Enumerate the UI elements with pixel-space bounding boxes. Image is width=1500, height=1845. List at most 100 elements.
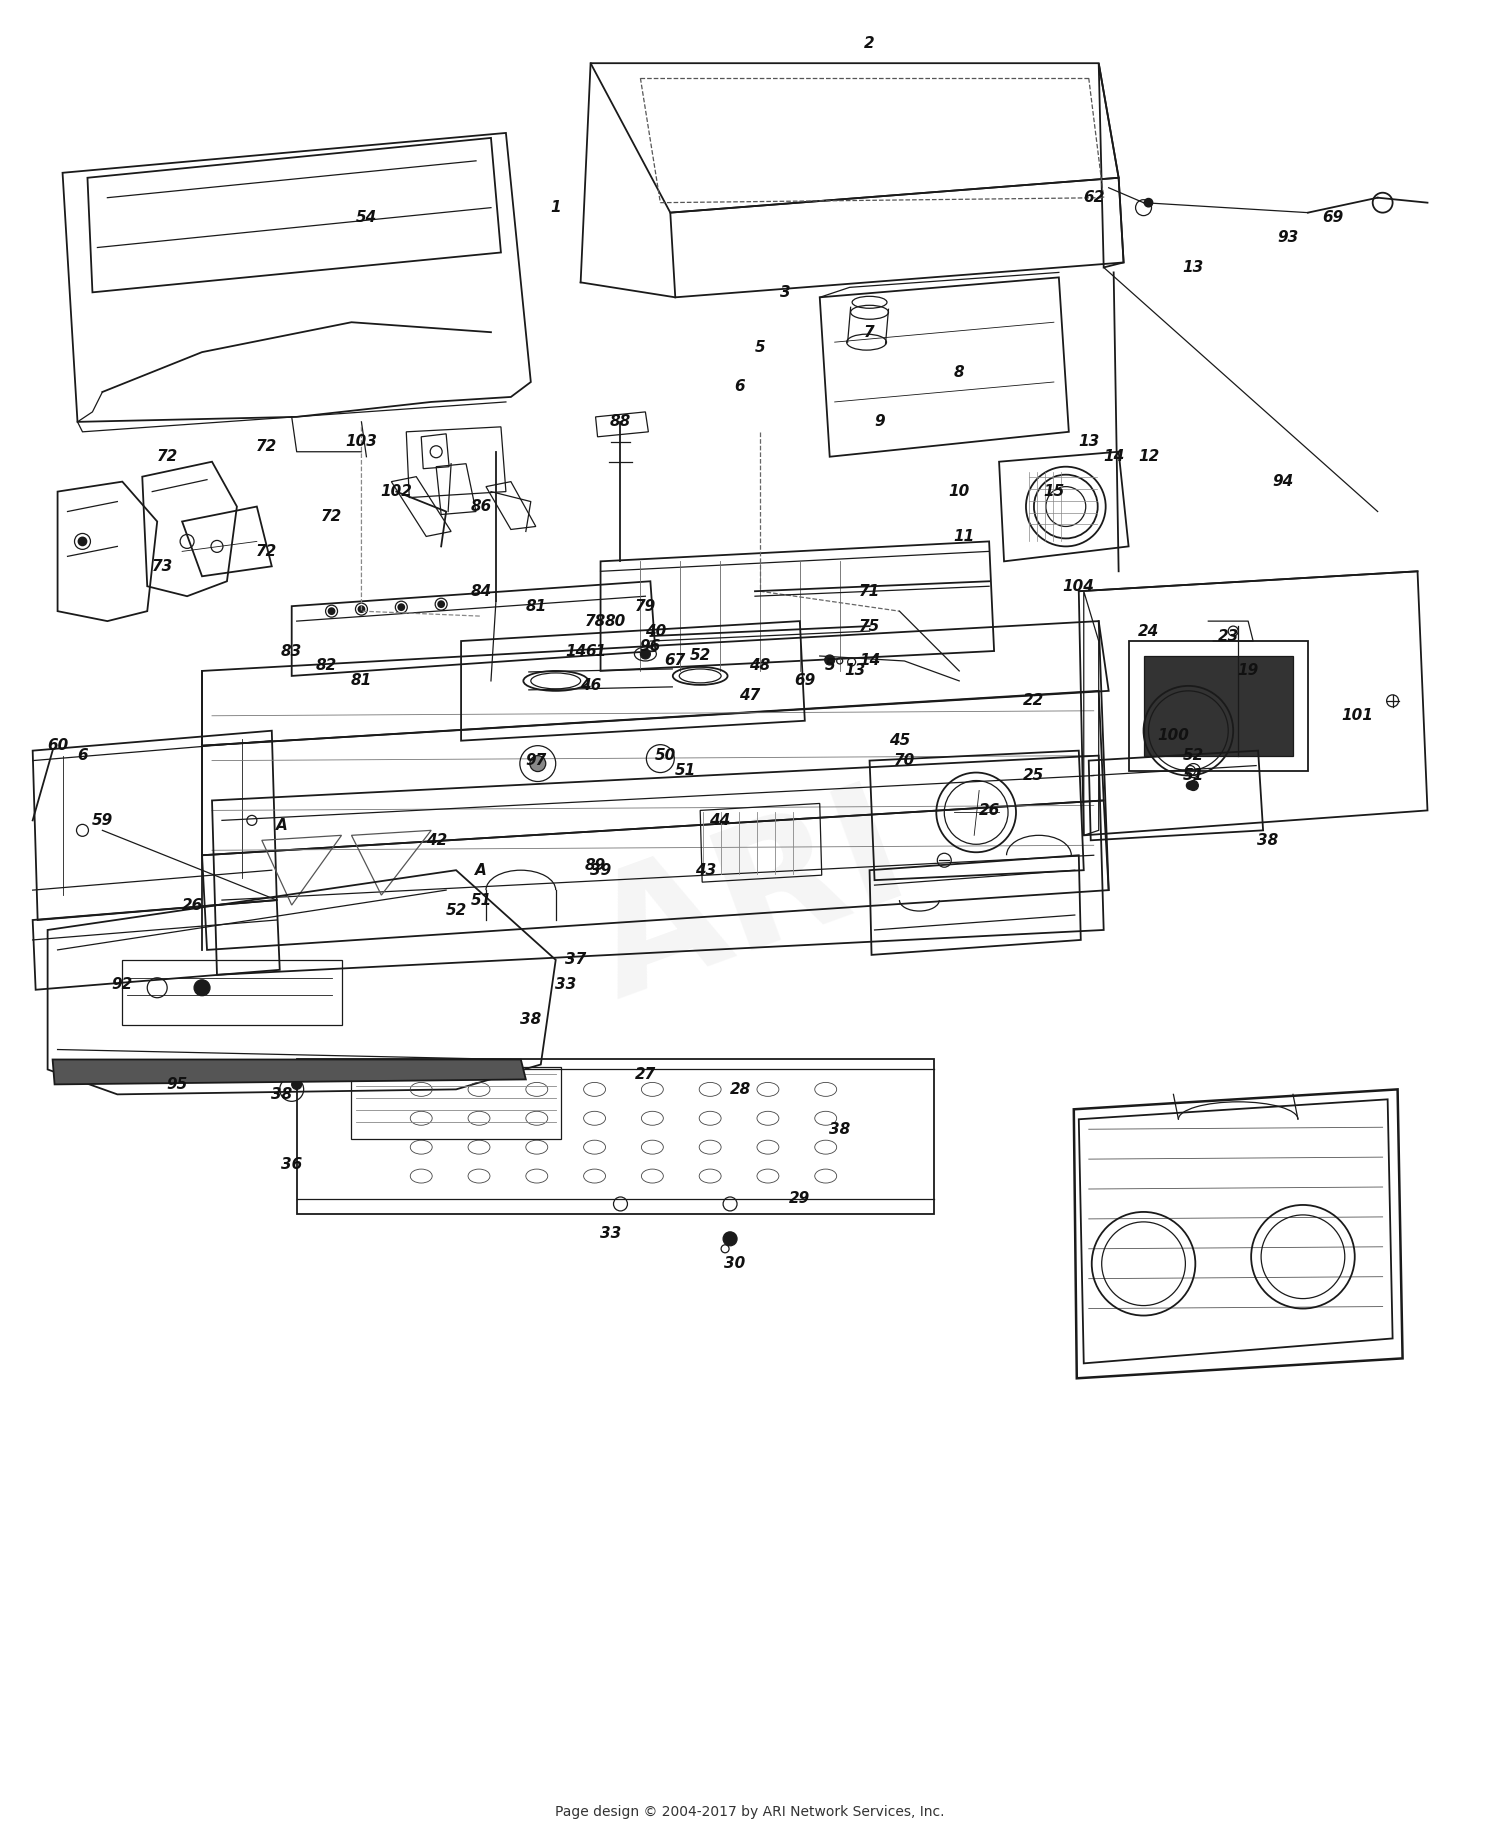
Text: 102: 102 — [381, 483, 412, 500]
Text: 69: 69 — [794, 673, 816, 688]
Text: 19: 19 — [1238, 664, 1258, 679]
Text: 38: 38 — [520, 1013, 542, 1028]
Circle shape — [194, 980, 210, 996]
Text: 5: 5 — [825, 659, 836, 673]
Text: 42: 42 — [426, 832, 447, 849]
Text: 26: 26 — [978, 803, 999, 817]
Text: 26: 26 — [182, 897, 203, 913]
Text: 38: 38 — [1257, 832, 1278, 849]
Circle shape — [328, 609, 334, 614]
Text: 104: 104 — [1064, 579, 1095, 594]
Text: 80: 80 — [604, 614, 625, 629]
Text: 62: 62 — [1083, 190, 1104, 205]
Text: 33: 33 — [555, 978, 576, 993]
Text: 52: 52 — [1182, 747, 1204, 764]
Bar — [1143, 657, 1293, 756]
Text: 93: 93 — [1278, 231, 1299, 245]
Text: 43: 43 — [694, 863, 715, 878]
Text: 36: 36 — [280, 1157, 303, 1172]
Text: 29: 29 — [789, 1192, 810, 1207]
Text: 2: 2 — [864, 35, 874, 52]
Text: 72: 72 — [256, 544, 278, 559]
Text: 38: 38 — [830, 1122, 850, 1137]
Text: 78: 78 — [585, 614, 606, 629]
Bar — [1128, 640, 1308, 771]
Circle shape — [358, 607, 364, 613]
Circle shape — [723, 1232, 736, 1245]
Text: 83: 83 — [280, 644, 303, 659]
Text: 84: 84 — [471, 583, 492, 600]
Text: 47: 47 — [740, 688, 760, 703]
Circle shape — [291, 1079, 302, 1089]
Text: 14: 14 — [859, 653, 880, 668]
Circle shape — [78, 537, 87, 546]
Text: 39: 39 — [590, 863, 610, 878]
Text: 50: 50 — [654, 747, 676, 764]
Circle shape — [1188, 780, 1198, 790]
Text: 12: 12 — [1138, 448, 1160, 465]
Text: 82: 82 — [316, 659, 338, 673]
Circle shape — [1186, 782, 1194, 790]
Text: 81: 81 — [351, 673, 372, 688]
Circle shape — [640, 649, 651, 659]
Text: 9: 9 — [874, 415, 885, 430]
Text: 69: 69 — [1322, 210, 1344, 225]
Text: 79: 79 — [634, 598, 656, 614]
Text: 51: 51 — [675, 764, 696, 779]
Text: 13: 13 — [1182, 260, 1204, 275]
Text: 52: 52 — [690, 648, 711, 664]
Text: 96: 96 — [639, 638, 662, 653]
Text: 75: 75 — [859, 618, 880, 633]
Text: 23: 23 — [1218, 629, 1239, 644]
Text: 28: 28 — [729, 1081, 750, 1098]
Text: ARI: ARI — [572, 769, 928, 1031]
Circle shape — [438, 601, 444, 607]
Text: 52: 52 — [446, 902, 466, 917]
Text: 5: 5 — [754, 339, 765, 354]
Text: 24: 24 — [1138, 624, 1160, 638]
Text: 14: 14 — [1102, 448, 1125, 465]
Text: 38: 38 — [272, 1087, 292, 1101]
Text: 15: 15 — [1042, 483, 1065, 500]
Text: 61: 61 — [585, 644, 606, 659]
Text: 44: 44 — [710, 814, 730, 828]
Text: 33: 33 — [600, 1227, 621, 1242]
Text: 13: 13 — [844, 664, 865, 679]
Text: 88: 88 — [610, 415, 632, 430]
Text: 13: 13 — [1078, 434, 1100, 450]
Text: 72: 72 — [156, 448, 178, 465]
Polygon shape — [53, 1059, 526, 1085]
Text: 97: 97 — [525, 753, 546, 768]
Text: 72: 72 — [321, 509, 342, 524]
Circle shape — [1144, 199, 1152, 207]
Text: 51: 51 — [1182, 768, 1204, 782]
Text: 40: 40 — [645, 624, 666, 638]
Text: 94: 94 — [1272, 474, 1293, 489]
Text: 59: 59 — [92, 814, 112, 828]
Text: 37: 37 — [566, 952, 586, 967]
Text: A: A — [276, 817, 288, 832]
Text: 67: 67 — [664, 653, 686, 668]
Text: 6: 6 — [76, 747, 88, 764]
Text: 100: 100 — [1158, 729, 1190, 744]
Text: 73: 73 — [152, 559, 172, 574]
Text: 48: 48 — [750, 659, 771, 673]
Text: 10: 10 — [948, 483, 970, 500]
Circle shape — [530, 756, 546, 771]
Text: 70: 70 — [894, 753, 915, 768]
Text: 3: 3 — [780, 284, 790, 301]
Text: 14: 14 — [566, 644, 586, 659]
Text: 27: 27 — [634, 1066, 656, 1081]
Text: 101: 101 — [1342, 708, 1374, 723]
Text: 8: 8 — [954, 365, 964, 380]
Text: 22: 22 — [1023, 694, 1044, 708]
Text: 60: 60 — [46, 738, 68, 753]
Text: 86: 86 — [471, 498, 492, 515]
Text: 1: 1 — [550, 199, 561, 216]
Text: 54: 54 — [356, 210, 376, 225]
Bar — [123, 959, 342, 1024]
Text: 51: 51 — [471, 893, 492, 908]
Text: A: A — [476, 863, 488, 878]
Text: 81: 81 — [525, 598, 546, 614]
Text: 72: 72 — [256, 439, 278, 454]
